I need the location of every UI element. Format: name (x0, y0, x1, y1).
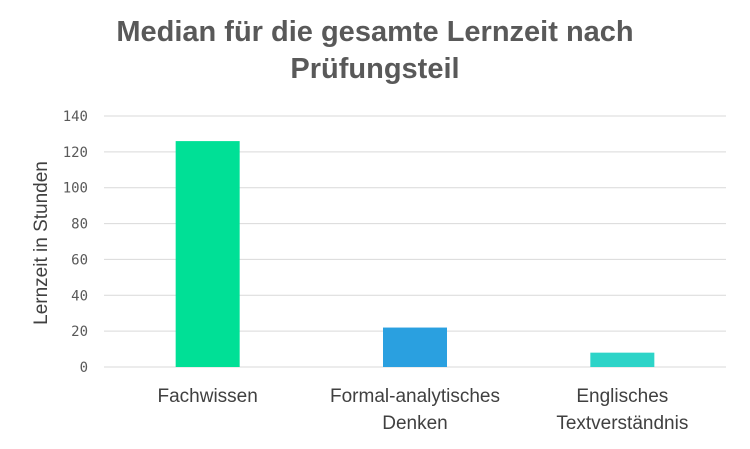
y-tick-label: 80 (71, 217, 88, 233)
bar (175, 141, 240, 367)
chart-title-line-2: Prüfungsteil (290, 53, 460, 85)
x-category-label: Fachwissen (158, 386, 258, 407)
y-tick-label: 20 (71, 324, 88, 340)
x-axis-categories: Fachwissen Formal-analytisches Denken Engli… (158, 386, 689, 434)
y-tick-label: 140 (63, 109, 88, 125)
bar (383, 327, 447, 367)
y-tick-label: 40 (71, 288, 88, 304)
chart-title-line-1: Median für die gesamte Lernzeit nach (116, 16, 634, 48)
chart-title: Median für die gesamte Lernzeit nach Prü… (0, 14, 750, 88)
y-axis-ticks: 0 20 40 60 80 100 120 140 (63, 109, 88, 376)
x-category-label: Englisches Textverständnis (556, 386, 688, 434)
y-tick-label: 0 (80, 360, 88, 376)
bar (590, 352, 655, 367)
bars (175, 141, 655, 367)
y-axis-title: Lernzeit in Stunden (31, 161, 52, 325)
y-tick-label: 100 (63, 181, 88, 197)
y-tick-label: 60 (71, 252, 88, 268)
x-category-label: Formal-analytisches Denken (330, 386, 500, 434)
y-tick-label: 120 (63, 145, 88, 161)
